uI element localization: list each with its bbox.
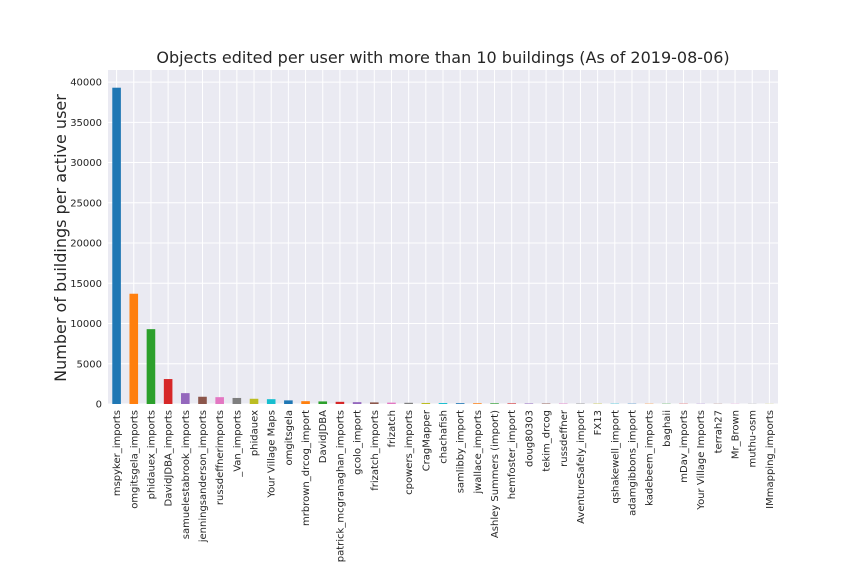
bar (147, 329, 156, 404)
x-tick-label: frizatch (387, 410, 398, 448)
x-tick-label: russdeffner (559, 409, 570, 467)
y-tick-label: 35000 (70, 118, 102, 129)
y-tick-label: 15000 (70, 279, 102, 290)
bar (387, 403, 396, 404)
x-tick-label: IMmapping_imports (765, 410, 776, 509)
x-tick-label: mspyker_imports (112, 410, 123, 496)
x-tick-label: cpowers_imports (404, 410, 415, 495)
x-tick-label: phidauex (250, 410, 261, 456)
x-tick-label: AventureSafely_import (576, 410, 587, 524)
x-tick-label: tekim_drcog (542, 410, 553, 472)
bar (422, 403, 431, 404)
x-tick-label: phidauex_imports (146, 410, 157, 499)
bar (112, 88, 121, 404)
bar (250, 399, 259, 404)
bar (456, 403, 465, 404)
bar (267, 399, 276, 404)
chart-title: Objects edited per user with more than 1… (156, 48, 729, 67)
y-tick-label: 25000 (70, 198, 102, 209)
x-tick-label: omgitsgela_imports (129, 410, 140, 509)
x-tick-label: chachafish (439, 410, 450, 464)
bar (473, 403, 482, 404)
x-tick-label: qshakewell_import (610, 410, 621, 504)
y-tick-label: 0 (96, 400, 102, 411)
x-tick-label: Your Village Maps (267, 410, 278, 499)
x-tick-label: _Van_imports (232, 410, 243, 478)
bar (233, 398, 242, 404)
x-tick-label: samlibby_import (456, 410, 467, 493)
x-tick-label: mDav_imports (679, 410, 690, 483)
bar (164, 379, 173, 404)
x-tick-label: patrick_mcgranaghan_imports (335, 410, 346, 562)
y-tick-label: 10000 (70, 319, 102, 330)
bar (129, 294, 138, 404)
y-axis-label: Number of buildings per active user (51, 94, 70, 382)
bar (301, 401, 310, 404)
bar (215, 397, 224, 404)
bar (181, 393, 190, 404)
y-tick-label: 30000 (70, 158, 102, 169)
x-tick-label: adamgibbons_import (627, 410, 638, 516)
bar (353, 402, 362, 404)
x-tick-label: Your Village Imports (696, 410, 707, 511)
x-tick-label: kadebeem_imports (645, 410, 656, 506)
bar (439, 403, 448, 404)
bar (404, 403, 413, 404)
x-tick-label: DavidJDBA_imports (164, 410, 175, 506)
bar (198, 397, 207, 404)
x-tick-label: omgitsgela (284, 410, 295, 466)
x-tick-label: FX13 (593, 410, 604, 435)
x-tick-label: mrbrown_drcog_import (301, 410, 312, 526)
x-tick-label: gcolo_import (353, 410, 364, 475)
y-tick-label: 20000 (70, 239, 102, 250)
x-tick-label: samuelestabrook_imports (181, 410, 192, 539)
x-tick-label: doug80303 (524, 410, 535, 467)
x-tick-label: CragMapper (421, 409, 432, 471)
x-tick-label: jwallace_imports (473, 410, 484, 495)
x-tick-label: Mr_Brown (731, 410, 742, 459)
x-tick-label: russdeffnerimports (215, 410, 226, 505)
bar (284, 400, 293, 404)
bar (318, 401, 327, 404)
x-tick-label: baghaii (662, 410, 673, 447)
x-tick-label: hemfoster_import (507, 410, 518, 499)
x-tick-label: DavidJDBA (318, 410, 329, 463)
x-tick-label: Ashley Summers (import) (490, 410, 501, 538)
x-tick-label: terrah27 (713, 410, 724, 453)
bar (507, 403, 516, 404)
y-tick-label: 5000 (77, 359, 102, 370)
x-tick-label: jenningsanderson_imports (198, 410, 209, 543)
x-tick-label: frizatch_imports (370, 410, 381, 491)
x-tick-label: muthu-osm (748, 410, 759, 468)
y-tick-label: 40000 (70, 78, 102, 89)
bar (490, 403, 499, 404)
bar (336, 402, 345, 404)
bar (370, 402, 379, 404)
